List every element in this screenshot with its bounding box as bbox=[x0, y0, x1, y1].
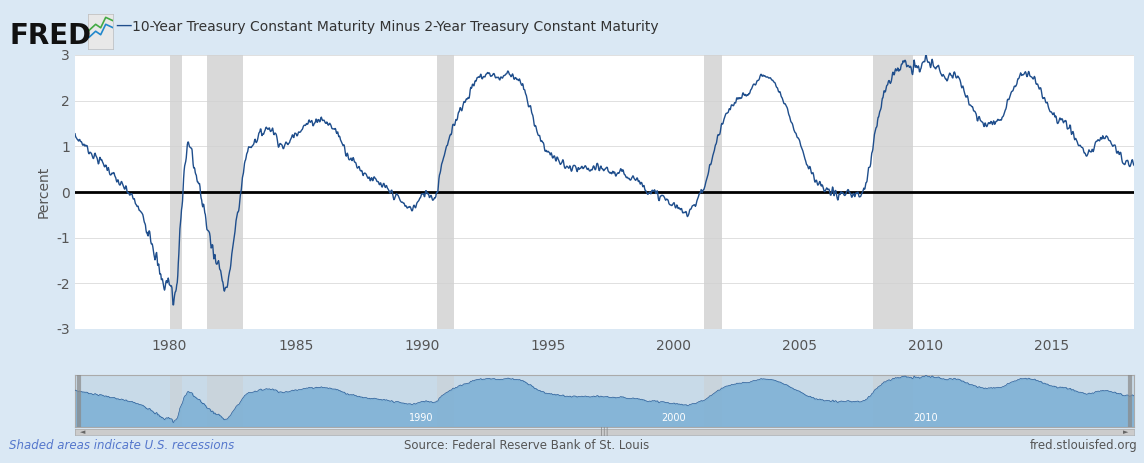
Bar bbox=[704, 375, 722, 427]
Text: |||: ||| bbox=[601, 427, 609, 436]
Text: Shaded areas indicate U.S. recessions: Shaded areas indicate U.S. recessions bbox=[9, 439, 235, 452]
Text: 10-Year Treasury Constant Maturity Minus 2-Year Treasury Constant Maturity: 10-Year Treasury Constant Maturity Minus… bbox=[132, 20, 658, 34]
Text: 1990: 1990 bbox=[410, 413, 434, 423]
Text: 2010: 2010 bbox=[914, 413, 938, 423]
Bar bbox=[169, 375, 182, 427]
Bar bbox=[437, 55, 454, 329]
Bar bbox=[207, 55, 243, 329]
Bar bbox=[873, 55, 913, 329]
Bar bbox=[207, 375, 243, 427]
Y-axis label: Percent: Percent bbox=[37, 166, 50, 218]
Bar bbox=[437, 375, 454, 427]
Text: ►: ► bbox=[1123, 429, 1129, 435]
Bar bbox=[169, 55, 182, 329]
Bar bbox=[873, 375, 913, 427]
Text: ◄: ◄ bbox=[80, 429, 86, 435]
Text: FRED: FRED bbox=[9, 22, 92, 50]
Bar bbox=[704, 55, 722, 329]
Text: —: — bbox=[116, 16, 133, 34]
Text: Source: Federal Reserve Bank of St. Louis: Source: Federal Reserve Bank of St. Loui… bbox=[404, 439, 649, 452]
Text: 2000: 2000 bbox=[661, 413, 686, 423]
Text: fred.stlouisfed.org: fred.stlouisfed.org bbox=[1030, 439, 1137, 452]
